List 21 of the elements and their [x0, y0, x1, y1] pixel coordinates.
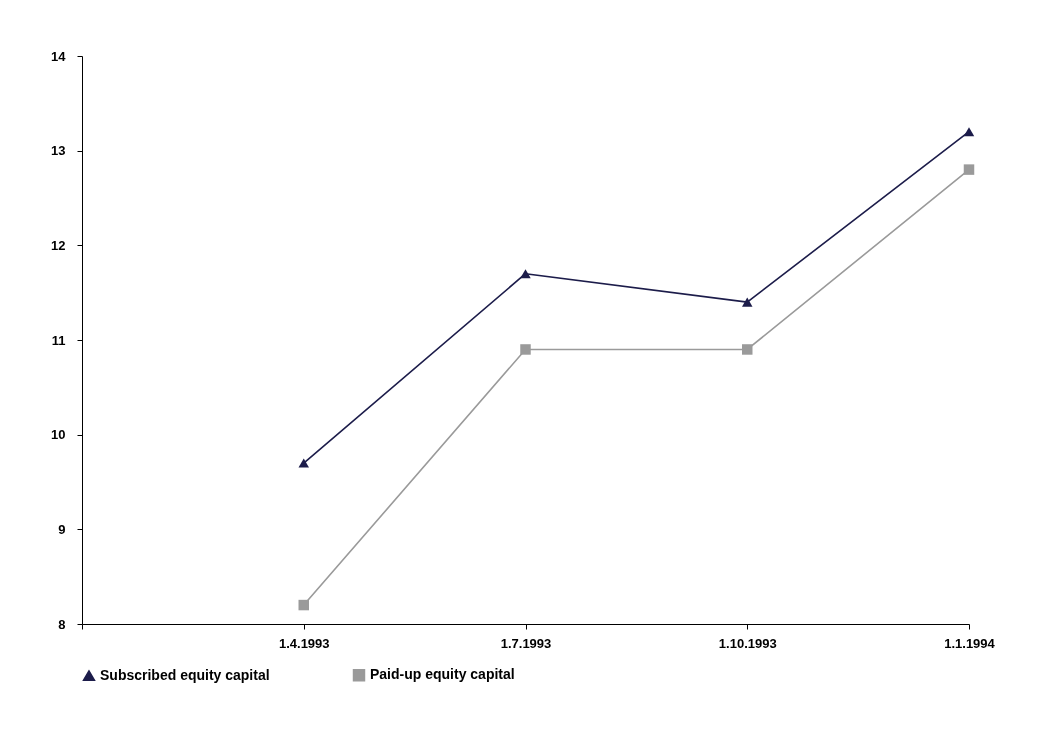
- point: [963, 127, 975, 137]
- legend-label: Paid-up equity capital: [370, 666, 515, 683]
- y-tick-label: 12: [51, 237, 66, 253]
- x-tick-label: 1.7.1993: [500, 635, 552, 651]
- y-tick-label: 14: [51, 48, 67, 64]
- point: [520, 269, 531, 279]
- legend-label: Subscribed equity capital: [100, 666, 270, 683]
- point: [520, 344, 531, 355]
- point: [963, 164, 975, 175]
- point: [742, 344, 753, 355]
- y-tick-label: 11: [51, 332, 66, 348]
- x-tick-label: 1.10.1993: [718, 635, 777, 651]
- point: [742, 297, 753, 307]
- y-tick-label: 8: [58, 616, 66, 632]
- y-tick-label: 10: [51, 427, 66, 443]
- x-tick-label: 1.1.1994: [944, 635, 996, 651]
- y-tick-label: 13: [51, 143, 66, 159]
- point: [298, 458, 309, 468]
- x-tick-label: 1.4.1993: [278, 635, 330, 651]
- y-tick-label: 9: [58, 521, 66, 537]
- point: [298, 599, 309, 611]
